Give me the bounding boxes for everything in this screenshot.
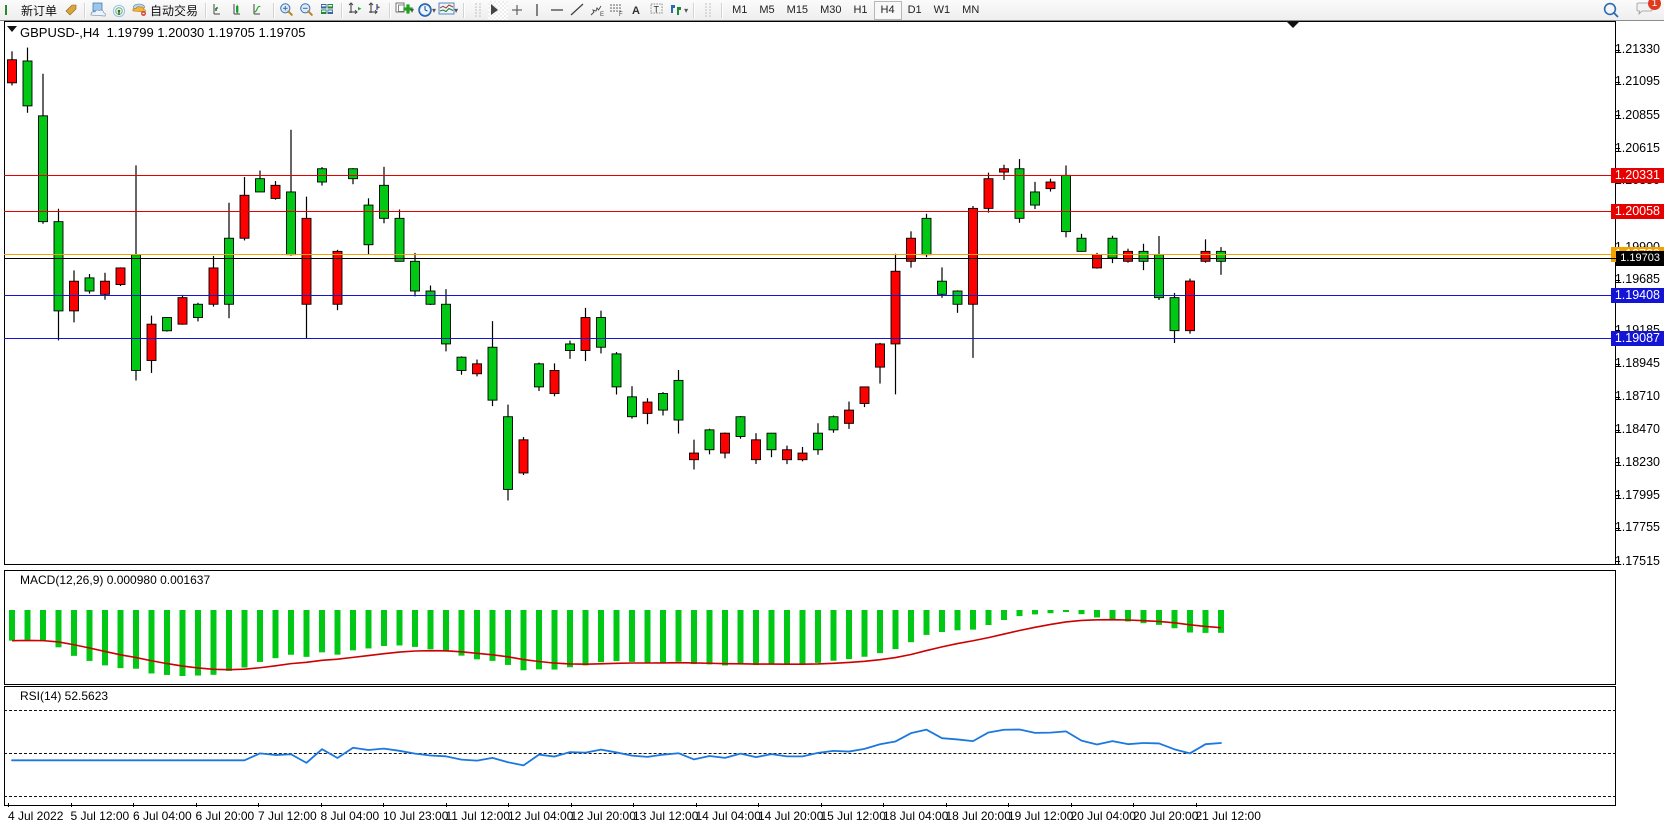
- svg-text:F: F: [619, 12, 623, 18]
- svg-text:E: E: [600, 12, 604, 18]
- svg-text:T: T: [654, 5, 660, 15]
- svg-text:A: A: [632, 5, 640, 17]
